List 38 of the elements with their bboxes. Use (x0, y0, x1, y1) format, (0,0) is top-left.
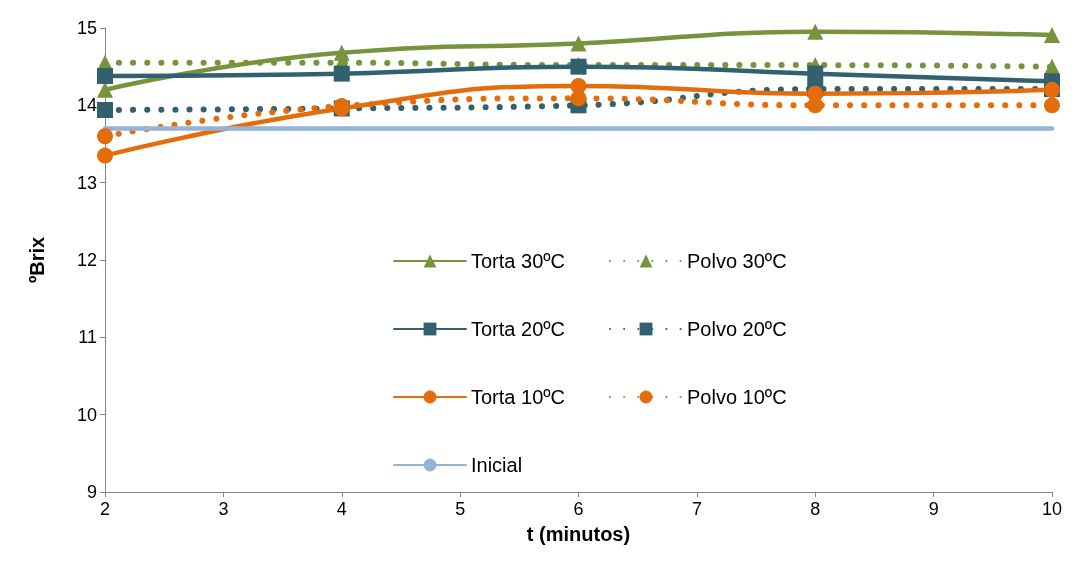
legend-label: Inicial (471, 454, 523, 476)
y-tick-label: 14 (76, 95, 97, 116)
point (97, 101, 113, 118)
legend-label: Polvo 10ºC (687, 386, 787, 408)
point (97, 67, 113, 84)
point (807, 97, 824, 114)
legend-label: Torta 10ºC (471, 386, 566, 408)
point (97, 128, 113, 145)
legend-label: Polvo 30ºC (687, 250, 787, 272)
y-tick-label: 13 (76, 172, 97, 193)
point (97, 147, 113, 164)
x-tick-label: 10 (1041, 499, 1063, 519)
x-tick-label: 2 (99, 499, 111, 519)
x-axis-title: t (minutos) (526, 523, 631, 545)
x-tick-label: 9 (928, 499, 939, 519)
x-tick-label: 7 (691, 499, 702, 519)
legend-label: Torta 20ºC (471, 318, 566, 340)
point (807, 65, 824, 82)
y-tick-label: 15 (76, 18, 97, 38)
x-tick-label: 8 (810, 499, 821, 519)
x-tick-label: 6 (573, 499, 584, 519)
legend-label: Polvo 20ºC (687, 318, 787, 340)
y-tick-label: 9 (86, 482, 97, 502)
point (570, 90, 587, 107)
x-tick-label: 3 (218, 499, 229, 519)
y-tick-label: 11 (78, 327, 97, 348)
x-tick-label: 4 (336, 499, 347, 519)
legend-label: Torta 30ºC (471, 250, 566, 272)
x-tick-label: 5 (455, 499, 466, 519)
point (333, 65, 350, 82)
point (1044, 26, 1060, 43)
point (807, 23, 824, 40)
y-tick-label: 10 (76, 404, 97, 425)
y-axis-title: ºBrix (26, 236, 48, 284)
point (570, 35, 587, 52)
point (1044, 97, 1060, 114)
point (97, 81, 113, 98)
y-tick-label: 12 (76, 250, 97, 270)
